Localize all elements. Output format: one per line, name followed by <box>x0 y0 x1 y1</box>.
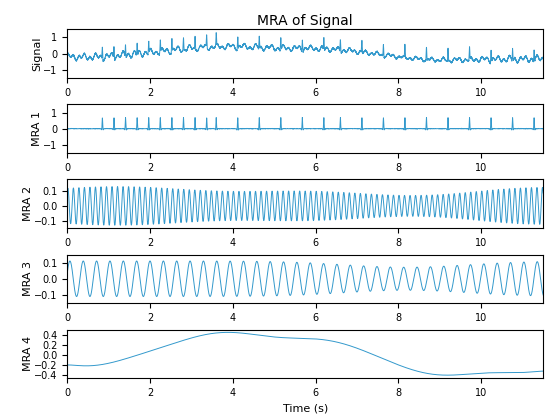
Y-axis label: MRA 2: MRA 2 <box>23 186 32 221</box>
Y-axis label: Signal: Signal <box>32 37 42 71</box>
Y-axis label: MRA 1: MRA 1 <box>32 111 42 146</box>
Title: MRA of Signal: MRA of Signal <box>258 14 353 28</box>
X-axis label: Time (s): Time (s) <box>283 403 328 413</box>
Y-axis label: MRA 4: MRA 4 <box>22 336 32 371</box>
Y-axis label: MRA 3: MRA 3 <box>23 261 32 296</box>
